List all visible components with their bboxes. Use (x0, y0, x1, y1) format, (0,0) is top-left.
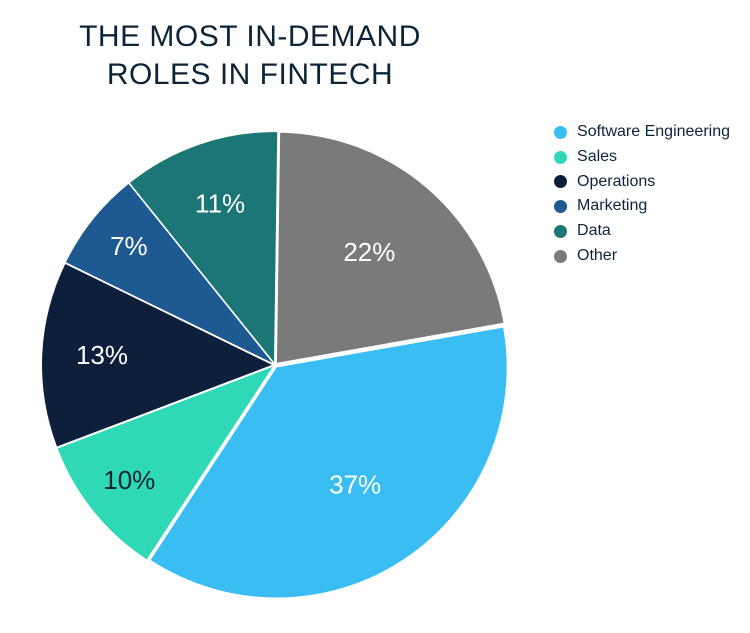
pie-slice-label-sales: 10% (103, 465, 155, 495)
pie-slice-label-other: 22% (343, 237, 395, 267)
legend-label: Marketing (577, 194, 647, 219)
legend-swatch-icon (554, 151, 567, 164)
legend-item-data: Data (554, 219, 730, 244)
legend-swatch-icon (554, 200, 567, 213)
pie-slice-label-software_engineering: 37% (329, 469, 381, 499)
legend-item-other: Other (554, 244, 730, 269)
pie-svg: 37% 10% 13% 7% 11% 22% (40, 130, 510, 600)
legend-label: Data (577, 219, 611, 244)
legend-item-sales: Sales (554, 145, 730, 170)
legend-label: Sales (577, 145, 617, 170)
pie-slice-label-data: 11% (195, 188, 245, 218)
legend-swatch-icon (554, 126, 567, 139)
legend-label: Other (577, 244, 617, 269)
pie-chart: 37% 10% 13% 7% 11% 22% (40, 130, 510, 600)
title-line-1: THE MOST IN-DEMAND (79, 20, 421, 53)
legend-item-software-engineering: Software Engineering (554, 120, 730, 145)
legend-swatch-icon (554, 175, 567, 188)
legend-swatch-icon (554, 225, 567, 238)
pie-slice-label-marketing: 7% (110, 231, 148, 261)
legend: Software EngineeringSalesOperationsMarke… (554, 120, 730, 269)
legend-label: Operations (577, 170, 655, 195)
legend-swatch-icon (554, 250, 567, 263)
chart-page: THE MOST IN-DEMAND ROLES IN FINTECH 37% 1… (0, 0, 750, 633)
legend-item-marketing: Marketing (554, 194, 730, 219)
pie-slice-label-operations: 13% (76, 340, 128, 370)
title-line-2: ROLES IN FINTECH (107, 58, 393, 91)
legend-item-operations: Operations (554, 170, 730, 195)
chart-title: THE MOST IN-DEMAND ROLES IN FINTECH (40, 18, 460, 93)
legend-label: Software Engineering (577, 120, 730, 145)
